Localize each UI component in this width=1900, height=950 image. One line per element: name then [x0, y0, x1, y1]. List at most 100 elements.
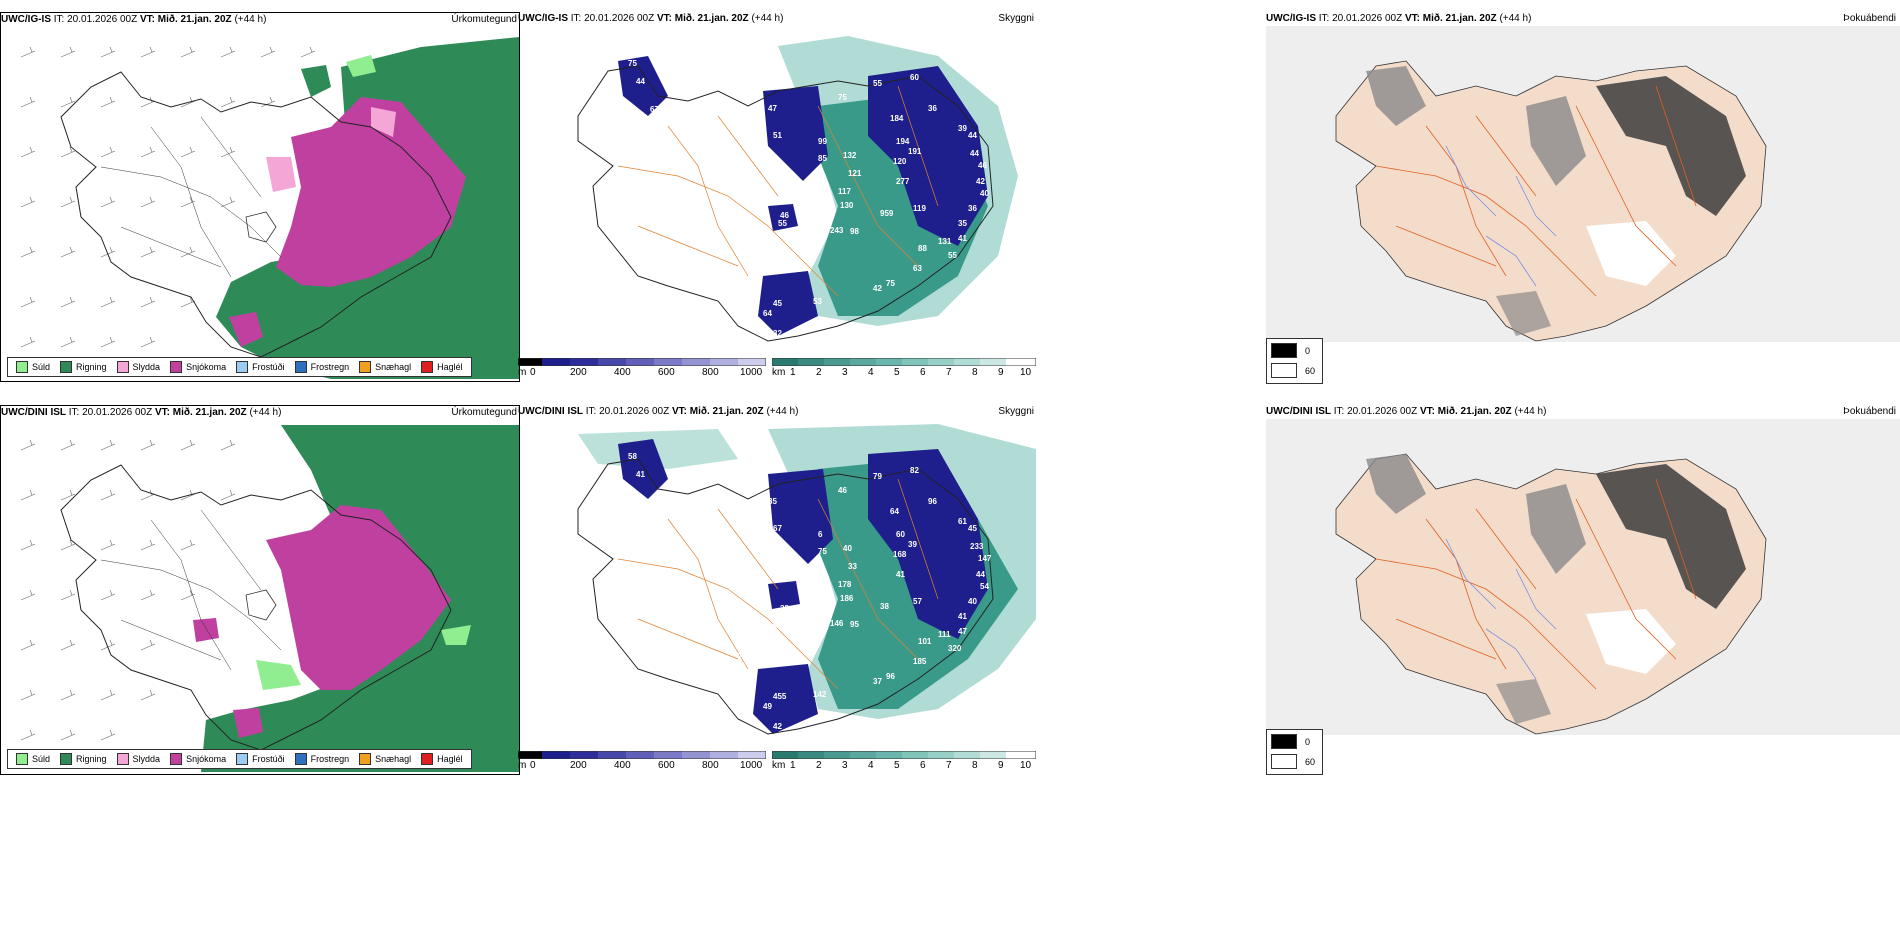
very-low-vis-south — [758, 271, 818, 336]
glacier-outline — [245, 211, 277, 243]
visibility-value-label: 96 — [928, 497, 937, 506]
colorbar-km-tick: 8 — [972, 760, 978, 771]
vt-label: VT: — [656, 13, 672, 24]
legend-item: Slydda — [116, 361, 160, 373]
wind-barbs — [20, 439, 236, 741]
snow-area — [266, 505, 451, 690]
visibility-value-label: 42 — [976, 177, 985, 186]
roads — [617, 85, 939, 297]
visibility-value-label: 79 — [873, 472, 882, 481]
visibility-value-label: 98 — [850, 227, 859, 236]
colorbar-m-tick: 0 — [530, 760, 536, 771]
fog-legend-label: 0 — [1305, 736, 1311, 747]
glacier-outline — [245, 589, 277, 621]
visibility-value-label: 63 — [913, 264, 922, 273]
model-name: UWC/DINI ISL — [1266, 406, 1331, 417]
visibility-value-label: 57 — [913, 597, 922, 606]
visibility-value-label: 194 — [896, 137, 910, 146]
visibility-value-label: 71 — [650, 498, 659, 507]
very-low-vis — [868, 449, 988, 639]
visibility-value-label: 40 — [980, 189, 989, 198]
visibility-value-label: 44 — [970, 149, 979, 158]
panel-header: UWC/DINI ISL IT: 20.01.2026 00Z VT: Mið.… — [518, 405, 798, 419]
fog-legend-label: 60 — [1305, 756, 1316, 767]
snow-area-west — [193, 618, 219, 642]
sleet-area — [266, 157, 296, 192]
roads — [1375, 85, 1697, 297]
visibility-value-label: 49 — [763, 702, 772, 711]
colorbar-km-tick: 3 — [842, 367, 848, 378]
visibility-value-label: 37 — [873, 677, 882, 686]
colorbar-m-bar — [518, 358, 766, 366]
visibility-value-label: 97 — [758, 632, 767, 641]
visibility-value-label: 88 — [918, 244, 927, 253]
colorbar-km-tick: 3 — [842, 760, 848, 771]
very-low-vis-west — [618, 439, 668, 499]
visibility-value-label: 96 — [886, 672, 895, 681]
very-low-vis-west — [618, 56, 668, 116]
roads — [100, 116, 282, 278]
very-low-vis-center — [768, 204, 798, 231]
legend-item: Snæhagl — [359, 361, 411, 373]
legend-item: Frostregn — [294, 361, 349, 373]
visibility-value-label: 53 — [748, 642, 757, 651]
vt-label: VT: — [1404, 13, 1420, 24]
visibility-value-label: 277 — [896, 177, 910, 186]
visibility-value-label: 40 — [968, 597, 977, 606]
legend-item: Slydda — [116, 753, 160, 765]
visibility-panel-top: UWC/IG-IS IT: 20.01.2026 00Z VT: Mið. 21… — [518, 12, 1036, 380]
visibility-value-label: 111 — [938, 630, 951, 639]
colorbar-km-tick: 8 — [972, 367, 978, 378]
visibility-value-label: 33 — [848, 562, 857, 571]
visibility-value-label: 6 — [818, 530, 823, 539]
vt-label: VT: — [154, 407, 170, 418]
panel-header: UWC/IG-IS IT: 20.01.2026 00Z VT: Mið. 21… — [1266, 12, 1531, 26]
rivers — [1445, 538, 1557, 680]
colorbar-km-tick: 6 — [920, 760, 926, 771]
legend-item: Frostúði — [236, 753, 285, 765]
visibility-value-label: 67 — [773, 524, 782, 533]
lead-time: (+44 h) — [249, 407, 282, 418]
coastline — [577, 65, 994, 342]
lead-time: (+44 h) — [234, 14, 267, 25]
visibility-value-label: 38 — [880, 602, 889, 611]
fog-panel-bottom: UWC/DINI ISL IT: 20.01.2026 00Z VT: Mið.… — [1266, 405, 1900, 735]
visibility-value-label: 39 — [728, 662, 737, 671]
visibility-value-label: 131 — [938, 237, 952, 246]
visibility-value-label: 36 — [968, 204, 977, 213]
it-value: 20.01.2026 00Z — [1347, 406, 1418, 417]
fog-light — [1586, 221, 1676, 286]
visibility-value-label: 130 — [840, 201, 854, 210]
visibility-value-label: 58 — [768, 622, 777, 631]
visibility-value-label: 243 — [830, 226, 844, 235]
fog-legend-bottom: 0 60 — [1266, 729, 1323, 775]
panel-header: UWC/IG-IS IT: 20.01.2026 00Z VT: Mið. 21… — [518, 12, 783, 26]
precip-map — [20, 425, 519, 772]
fog-map — [1266, 26, 1900, 342]
colorbar-m-tick: 600 — [658, 760, 675, 771]
roads — [100, 509, 282, 671]
legend-item: Snæhagl — [359, 753, 411, 765]
visibility-value-label: 41 — [896, 570, 905, 579]
visibility-value-label: 75 — [628, 59, 637, 68]
colorbar-km-tick: 4 — [868, 760, 874, 771]
visibility-value-label: 20 — [678, 712, 687, 721]
very-low-vis — [868, 66, 988, 246]
visibility-value-label: 39 — [958, 124, 967, 133]
colorbar-m-bar — [518, 751, 766, 759]
visibility-value-label: 44 — [968, 131, 977, 140]
precip-legend: Súld Rigning Slydda Snjókoma Frostúði Fr… — [7, 357, 472, 377]
vt-value: Mið. 21.jan. 20Z — [1437, 406, 1512, 417]
legend-item: Snjókoma — [170, 361, 226, 373]
it-label: IT: — [1333, 406, 1345, 417]
visibility-value-label: 30 — [718, 672, 727, 681]
visibility-value-label: 455 — [773, 692, 787, 701]
lead-time: (+44 h) — [766, 406, 799, 417]
fog-legend-label: 0 — [1305, 345, 1311, 356]
fog-legend-label: 60 — [1305, 365, 1316, 376]
roads — [1375, 478, 1697, 690]
visibility-value-label: 132 — [843, 151, 857, 160]
it-value: 20.01.2026 00Z — [599, 406, 670, 417]
